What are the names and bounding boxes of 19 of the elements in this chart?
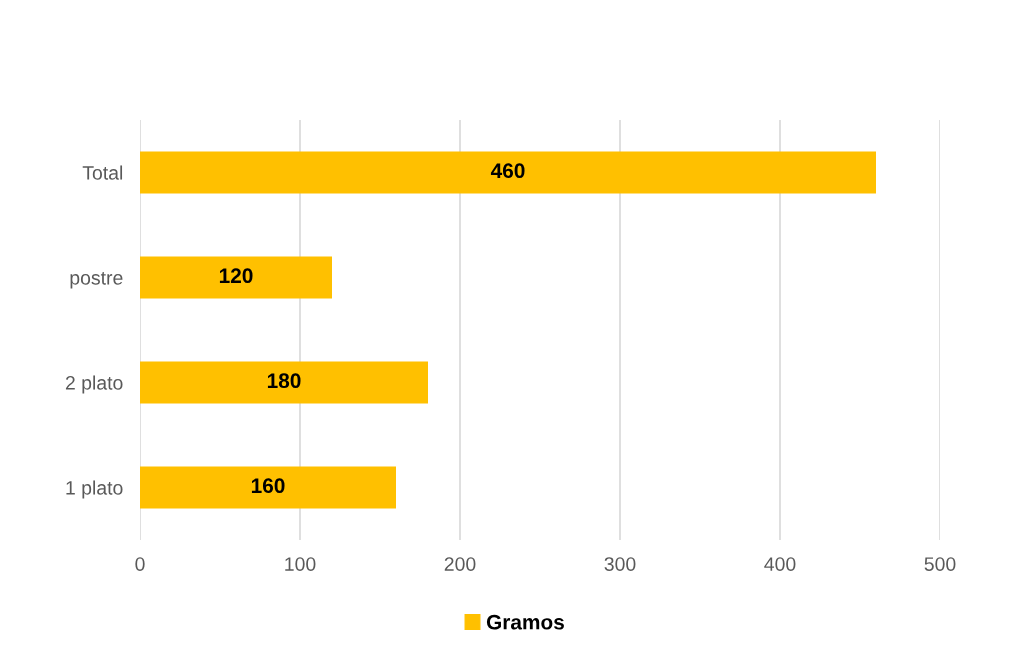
bar [140, 466, 396, 509]
data-label: 460 [490, 163, 525, 179]
data-label: 120 [219, 268, 253, 284]
x-tick-label: 300 [604, 557, 636, 571]
bar [140, 256, 332, 299]
x-tick-label: 200 [444, 557, 476, 571]
data-label: 180 [267, 373, 301, 389]
bar [140, 361, 428, 404]
data-label: 160 [251, 478, 285, 494]
y-tick-label: 1 plato [66, 480, 123, 499]
y-tick-label: postre [70, 271, 123, 289]
x-tick-label: 400 [764, 557, 796, 571]
bar [140, 151, 876, 194]
x-tick-label: 100 [285, 557, 316, 571]
legend-label: Gramos [486, 614, 564, 630]
y-tick-label: 2 plato [65, 375, 123, 394]
x-tick-label: 500 [924, 557, 956, 571]
x-tick-label: 0 [135, 557, 145, 571]
y-tick-label: Total [82, 165, 123, 180]
